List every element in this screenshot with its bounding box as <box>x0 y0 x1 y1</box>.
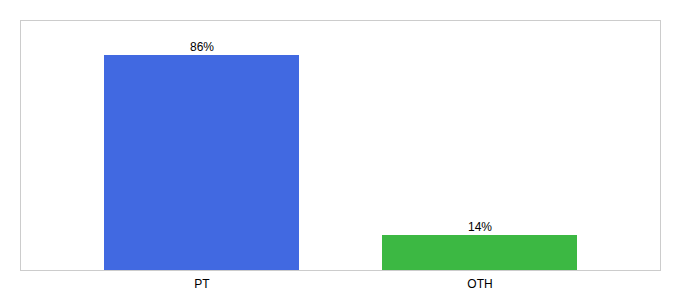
svg-text:86%: 86% <box>190 40 214 54</box>
svg-text:14%: 14% <box>468 220 492 234</box>
svg-text:OTH: OTH <box>467 277 492 291</box>
svg-text:PT: PT <box>194 277 210 291</box>
